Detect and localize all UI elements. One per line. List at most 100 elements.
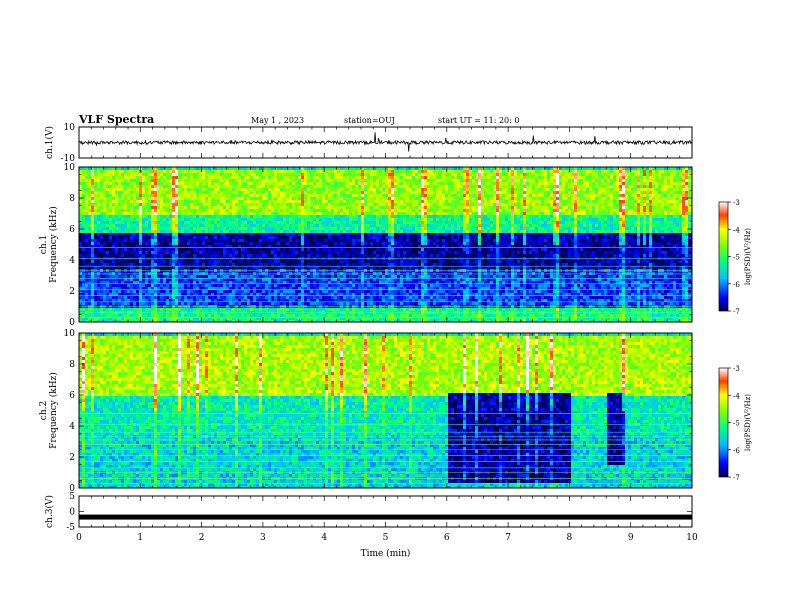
spectrogram-cell [88,281,92,285]
spectrogram-cell [286,278,290,282]
spectrogram-cell [301,236,305,240]
spectrogram-cell [307,194,311,198]
spectrogram-cell [355,167,359,171]
spectrogram-cell [364,176,368,180]
spectrogram-cell [262,284,266,288]
spectrogram-cell [193,248,197,252]
spectrogram-cell [331,179,335,183]
spectrogram-cell [184,296,188,300]
spectrogram-cell [88,173,92,177]
spectrogram-cell [352,299,356,303]
spectrogram-cell [223,170,227,174]
spectrogram-cell [130,194,134,198]
spectrogram-cell [238,203,242,207]
spectrogram-cell [94,266,98,270]
spectrogram-cell [79,296,83,300]
spectrogram-cell [235,200,239,204]
spectrogram-cell [343,266,347,270]
spectrogram-cell [349,260,353,264]
spectrogram-cell [193,203,197,207]
spectrogram-cell [88,254,92,258]
spectrogram-cell [232,245,236,249]
spectrogram-cell [217,170,221,174]
spectrogram-cell [220,191,224,195]
spectrogram-cell [337,221,341,225]
spectrogram-cell [340,203,344,207]
spectrogram-cell [139,239,143,243]
spectrogram-cell [304,215,308,219]
spectrogram-cell [292,227,296,231]
spectrogram-cell [268,287,272,291]
spectrogram-cell [115,167,119,171]
spectrogram-cell [277,179,281,183]
spectrogram-cell [247,281,251,285]
spectrogram-cell [241,206,245,210]
spectrogram-cell [142,230,146,234]
spectrogram-cell [202,221,206,225]
spectrogram-cell [322,230,326,234]
spectrogram-cell [319,230,323,234]
spectrogram-cell [124,191,128,195]
spectrogram-cell [292,221,296,225]
spectrogram-cell [271,197,275,201]
spectrogram-cell [226,179,230,183]
spectrogram-cell [352,266,356,270]
spectrogram-cell [259,215,263,219]
spectrogram-cell [340,320,344,322]
spectrogram-cell [280,314,284,318]
spectrogram-cell [127,173,131,177]
spectrogram-cell [82,299,86,303]
spectrogram-cell [286,251,290,255]
spectrogram-cell [328,245,332,249]
spectrogram-cell [307,188,311,192]
spectrogram-cell [271,167,275,171]
spectrogram-cell [196,203,200,207]
spectrogram-cell [298,314,302,318]
spectrogram-cell [154,275,158,279]
spectrogram-cell [208,218,212,222]
spectrogram-cell [115,209,119,213]
spectrogram-cell [232,179,236,183]
spectrogram-cell [124,221,128,225]
spectrogram-cell [271,302,275,306]
spectrogram-cell [94,167,98,171]
spectrogram-cell [178,227,182,231]
spectrogram-cell [262,194,266,198]
spectrogram-cell [247,251,251,255]
spectrogram-cell [271,170,275,174]
spectrogram-cell [187,281,191,285]
spectrogram-cell [283,197,287,201]
spectrogram-cell [250,236,254,240]
spectrogram-cell [106,191,110,195]
spectrogram-cell [172,206,176,210]
spectrogram-cell [328,227,332,231]
spectrogram-cell [277,209,281,213]
spectrogram-cell [292,266,296,270]
spectrogram-cell [259,263,263,267]
spectrogram-cell [109,188,113,192]
spectrogram-cell [346,206,350,210]
spectrogram-cell [316,212,320,216]
spectrogram-cell [343,227,347,231]
spectrogram-cell [232,218,236,222]
spectrogram-cell [361,242,365,246]
spectrogram-cell [97,284,101,288]
spectrogram-cell [274,194,278,198]
spectrogram-cell [307,290,311,294]
spectrogram-cell [91,266,95,270]
spectrogram-cell [181,275,185,279]
spectrogram-cell [310,197,314,201]
spectrogram-cell [163,281,167,285]
spectrogram-cell [331,287,335,291]
spectrogram-cell [169,278,173,282]
spectrogram-cell [130,182,134,186]
spectrogram-cell [142,320,146,322]
spectrogram-cell [220,290,224,294]
spectrogram-cell [325,251,329,255]
spectrogram-cell [136,281,140,285]
spectrogram-cell [355,314,359,318]
spectrogram-cell [274,287,278,291]
spectrogram-cell [253,278,257,282]
spectrogram-cell [178,302,182,306]
spectrogram-cell [112,299,116,303]
